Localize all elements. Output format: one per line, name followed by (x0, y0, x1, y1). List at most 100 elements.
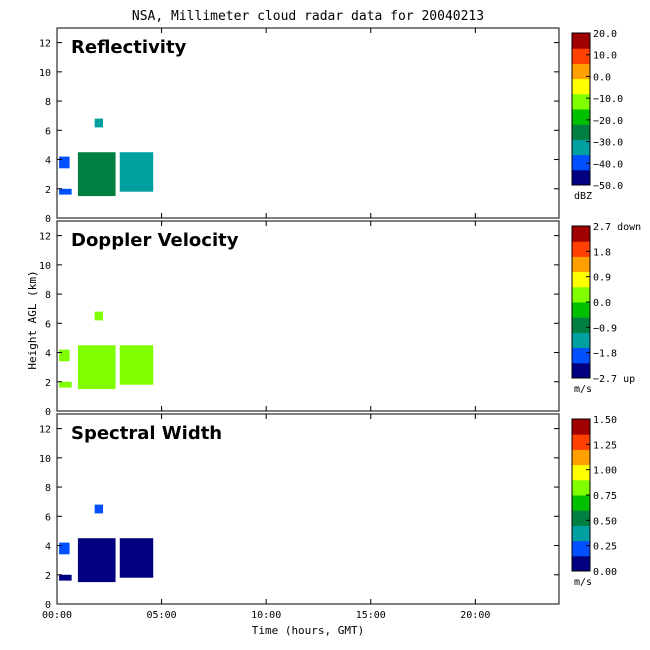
colorbar-tick-label: 1.8 (593, 247, 611, 258)
x-tick-label: 05:00 (147, 610, 177, 621)
colorbar-segment (572, 78, 590, 95)
data-region-1 (119, 152, 154, 192)
colorbar-units: m/s (574, 577, 592, 588)
colorbar-tick-label: 0.00 (593, 567, 617, 578)
x-tick-label: 10:00 (251, 610, 281, 621)
y-tick-label: 0 (45, 214, 51, 225)
data-region-3 (94, 118, 104, 128)
data-region-0 (77, 538, 116, 583)
panel-0: 0 2 4 6 8 10 12 Reflectivity 20.0 10.0 0.0 −10.0 −20… (39, 27, 623, 225)
colorbar-tick-label: 1.25 (593, 440, 617, 451)
y-tick-label: 10 (39, 68, 51, 79)
colorbar-tick-label: −10.0 (593, 94, 623, 105)
y-tick-label: 4 (45, 542, 51, 553)
data-region-4 (59, 349, 70, 362)
y-tick-label: 12 (39, 232, 51, 243)
colorbar-frame (571, 32, 591, 186)
colorbar-segment (572, 479, 590, 496)
colorbar-segment (572, 63, 590, 80)
colorbar-segment (572, 540, 590, 557)
colorbar-tick-label: 0.50 (593, 516, 617, 527)
colorbar-segment (572, 525, 590, 542)
colorbar-segment (572, 139, 590, 156)
colorbar-segment (572, 169, 590, 186)
panel-title: Reflectivity (71, 37, 187, 58)
y-tick-label: 10 (39, 454, 51, 465)
colorbar-tick-label: 0.0 (593, 298, 611, 309)
y-tick-label: 2 (45, 571, 51, 582)
y-tick-label: 8 (45, 97, 51, 108)
colorbar-segment (572, 419, 590, 435)
x-tick-label: 15:00 (356, 610, 386, 621)
colorbar-segment (572, 256, 590, 273)
y-tick-label: 4 (45, 349, 51, 360)
y-tick-label: 0 (45, 600, 51, 611)
colorbar-tick-label: 0.0 (593, 72, 611, 83)
panel-title: Doppler Velocity (71, 230, 239, 251)
colorbar-tick-label: −30.0 (593, 138, 623, 149)
panel-2: 0 2 4 6 8 10 12 00:00 05:00 10:00 15:00 20:00 Spectr… (39, 413, 617, 621)
colorbar-tick-label: −50.0 (593, 181, 623, 192)
colorbar-segment (572, 510, 590, 526)
colorbar-tick-label: 0.25 (593, 542, 617, 553)
x-tick-label: 00:00 (42, 610, 72, 621)
colorbar-tick-label: 1.00 (593, 466, 617, 477)
colorbar-segment (572, 286, 590, 303)
colorbar-tick-label: −0.9 (593, 323, 617, 334)
colorbar-tick-label: 20.0 (593, 29, 617, 40)
data-region-1 (119, 538, 154, 578)
x-tick-label: 20:00 (460, 610, 490, 621)
plot-frame (56, 220, 560, 412)
colorbar-tick-label: −2.7 up (593, 374, 635, 385)
colorbar-segment (572, 154, 590, 171)
y-tick-label: 4 (45, 156, 51, 167)
data-region-4 (59, 156, 70, 169)
plot-frame (56, 27, 560, 219)
y-tick-label: 12 (39, 39, 51, 50)
data-region-2 (59, 574, 72, 581)
data-region-4 (59, 542, 70, 555)
colorbar-segment (572, 109, 590, 125)
colorbar-segment (572, 124, 590, 140)
colorbar-tick-label: −40.0 (593, 159, 623, 170)
panel-title: Spectral Width (71, 423, 222, 444)
y-tick-label: 12 (39, 425, 51, 436)
figure-title: NSA, Millimeter cloud radar data for 200… (132, 9, 484, 24)
colorbar-segment (572, 48, 590, 64)
data-region-2 (59, 188, 72, 195)
data-region-0 (77, 152, 116, 197)
colorbar-tick-label: −20.0 (593, 116, 623, 127)
y-tick-label: 6 (45, 512, 51, 523)
data-region-2 (59, 381, 72, 388)
y-tick-label: 6 (45, 319, 51, 330)
y-tick-label: 6 (45, 126, 51, 137)
colorbar-segment (572, 302, 590, 318)
colorbar-segment (572, 362, 590, 379)
colorbar-segment (572, 241, 590, 257)
data-region-3 (94, 311, 104, 321)
y-axis-label: Height AGL (km) (26, 270, 39, 369)
colorbar-segment (572, 33, 590, 49)
colorbar-tick-label: 0.9 (593, 273, 611, 284)
data-region-3 (94, 504, 104, 514)
colorbar-segment (572, 495, 590, 511)
y-tick-label: 10 (39, 261, 51, 272)
y-tick-label: 2 (45, 378, 51, 389)
colorbar-units: m/s (574, 384, 592, 395)
colorbar-segment (572, 93, 590, 110)
plot-frame (56, 413, 560, 605)
colorbar-segment (572, 449, 590, 466)
colorbar-segment (572, 226, 590, 242)
y-tick-label: 8 (45, 483, 51, 494)
colorbar-tick-label: 0.75 (593, 491, 617, 502)
y-tick-label: 2 (45, 185, 51, 196)
colorbar-segment (572, 271, 590, 288)
colorbar-tick-label: 2.7 down (593, 222, 641, 233)
y-tick-label: 8 (45, 290, 51, 301)
data-region-0 (77, 345, 116, 390)
panel-1: 0 2 4 6 8 10 12 Doppler Velocity 2.7 down 1.8 0.9 0… (39, 220, 641, 418)
colorbar-tick-label: 1.50 (593, 415, 617, 426)
colorbar-segment (572, 317, 590, 333)
y-tick-label: 0 (45, 407, 51, 418)
